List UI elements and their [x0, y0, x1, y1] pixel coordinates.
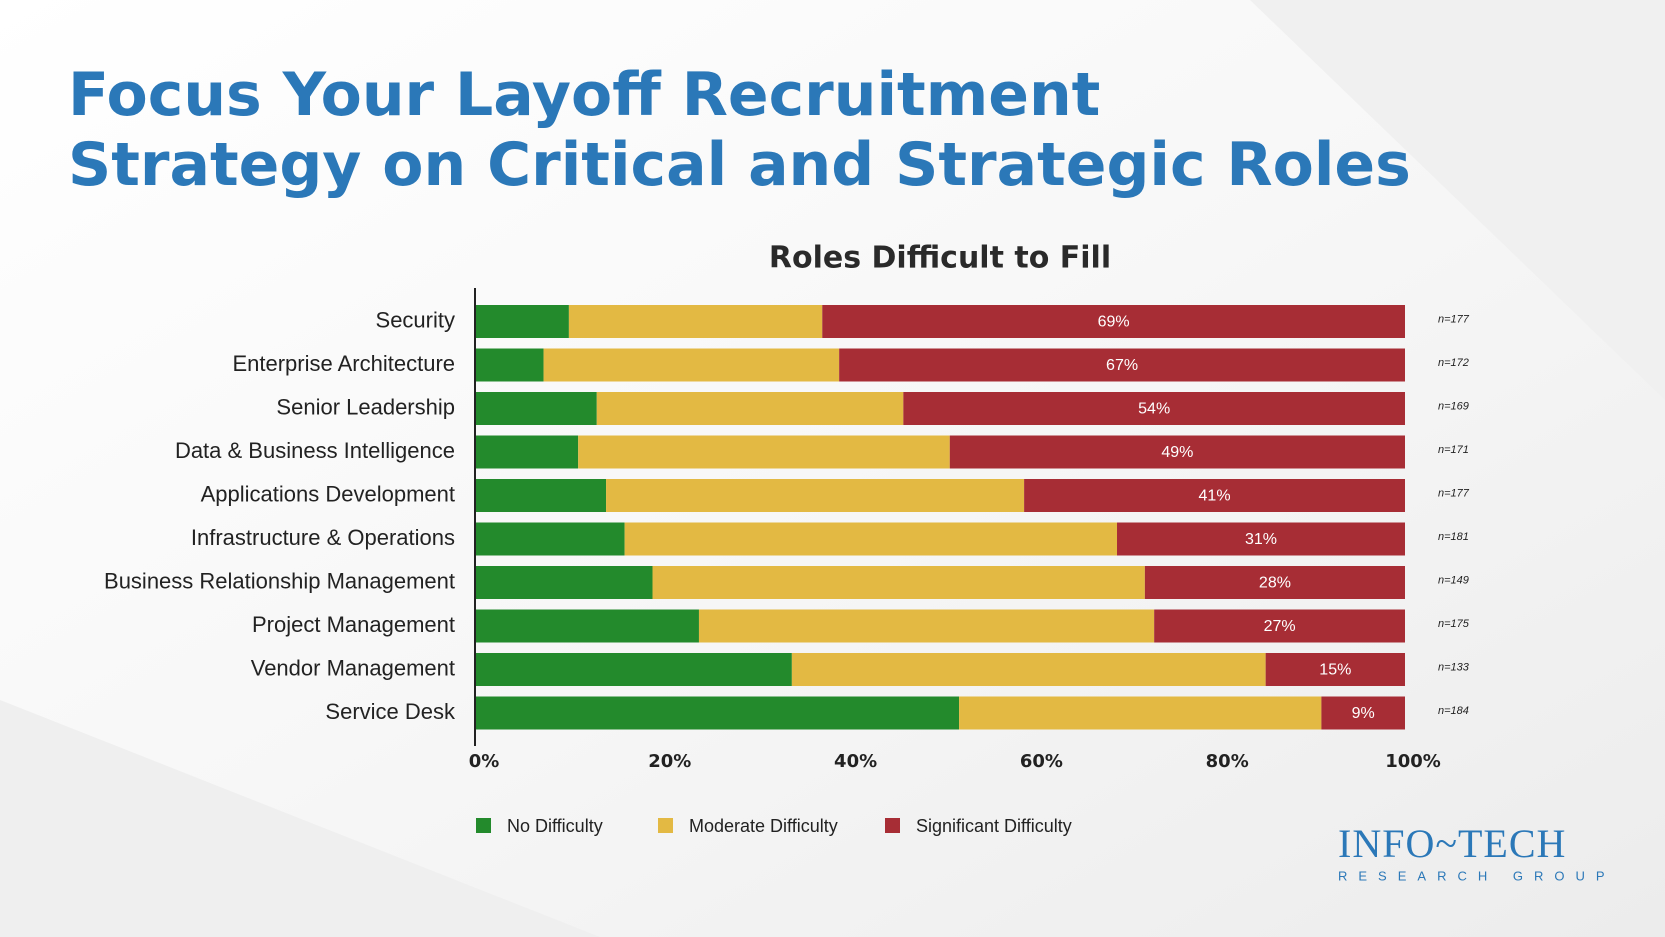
bar-segment	[1144, 566, 1405, 599]
bar-segment	[698, 609, 1155, 643]
x-tick-label: 100%	[1385, 751, 1441, 772]
bar-segment	[949, 435, 1405, 469]
bar-segment	[1117, 522, 1405, 556]
category-label: Enterprise Architecture	[232, 351, 455, 376]
value-label: 15%	[1319, 662, 1351, 679]
value-label: 54%	[1138, 401, 1170, 418]
category-label: Security	[376, 307, 455, 332]
x-tick-label: 60%	[1020, 751, 1063, 772]
bar-segment	[1265, 653, 1405, 686]
n-label: n=169	[1438, 400, 1469, 412]
n-label: n=175	[1438, 618, 1470, 630]
bg-shape	[1250, 0, 1665, 400]
bar-segment	[476, 609, 699, 643]
category-label: Data & Business Intelligence	[175, 438, 455, 463]
bar-segment	[1024, 479, 1405, 512]
bar-segment	[476, 696, 960, 730]
bar-segment	[543, 348, 840, 382]
bar-segment	[822, 305, 1405, 338]
bar-segment	[476, 566, 653, 599]
bar-segment	[791, 653, 1266, 686]
value-label: 27%	[1264, 618, 1296, 635]
category-label: Infrastructure & Operations	[191, 525, 455, 550]
n-label: n=184	[1438, 705, 1469, 717]
bar-segment	[1321, 696, 1405, 730]
chart-title: Roles Difficult to Fill	[769, 241, 1111, 276]
n-label: n=171	[1438, 444, 1469, 456]
x-tick-label: 20%	[648, 751, 691, 772]
n-label: n=133	[1438, 661, 1470, 673]
bar-segment	[578, 435, 950, 469]
category-label: Project Management	[252, 612, 455, 637]
bar-segment	[959, 696, 1322, 730]
category-label: Business Relationship Management	[104, 568, 455, 593]
logo-tagline: RESEARCH GROUP	[1338, 868, 1616, 883]
bar-segment	[606, 479, 1025, 512]
legend-label: Moderate Difficulty	[689, 816, 838, 836]
legend-swatch	[476, 818, 491, 833]
bar-segment	[624, 522, 1118, 556]
n-label: n=181	[1438, 531, 1469, 543]
legend-label: Significant Difficulty	[916, 816, 1072, 836]
bar-segment	[596, 392, 904, 425]
n-label: n=177	[1438, 487, 1470, 499]
bar-segment	[476, 435, 579, 469]
value-label: 28%	[1259, 575, 1291, 592]
category-label: Senior Leadership	[276, 394, 455, 419]
bar-segment	[1154, 609, 1405, 643]
value-label: 49%	[1161, 444, 1193, 461]
category-label: Service Desk	[325, 699, 456, 724]
bar-segment	[652, 566, 1145, 599]
bar-segment	[839, 348, 1405, 382]
bar-segment	[903, 392, 1405, 425]
bg-shape	[0, 700, 600, 937]
n-label: n=149	[1438, 574, 1469, 586]
value-label: 67%	[1106, 357, 1138, 374]
category-label: Applications Development	[201, 481, 455, 506]
title-line: Focus Your Layoff Recruitment Strategy on…	[68, 60, 1411, 200]
bar-segment	[476, 305, 569, 338]
category-label: Vendor Management	[251, 655, 455, 680]
x-tick-label: 40%	[834, 751, 877, 772]
legend-swatch	[885, 818, 900, 833]
value-label: 69%	[1098, 314, 1130, 331]
n-label: n=177	[1438, 313, 1470, 325]
x-tick-label: 0%	[469, 751, 500, 772]
value-label: 41%	[1199, 488, 1231, 505]
legend-label: No Difficulty	[507, 816, 603, 836]
bar-segment	[476, 653, 792, 686]
value-label: 9%	[1352, 705, 1375, 722]
value-label: 31%	[1245, 531, 1277, 548]
x-tick-label: 80%	[1206, 751, 1249, 772]
bar-segment	[568, 305, 823, 338]
bar-segment	[476, 392, 597, 425]
logo-name: INFO~TECH	[1338, 821, 1566, 866]
bar-segment	[476, 479, 607, 512]
bar-segment	[476, 348, 544, 382]
bar-segment	[476, 522, 625, 556]
n-label: n=172	[1438, 357, 1469, 369]
legend-swatch	[658, 818, 673, 833]
